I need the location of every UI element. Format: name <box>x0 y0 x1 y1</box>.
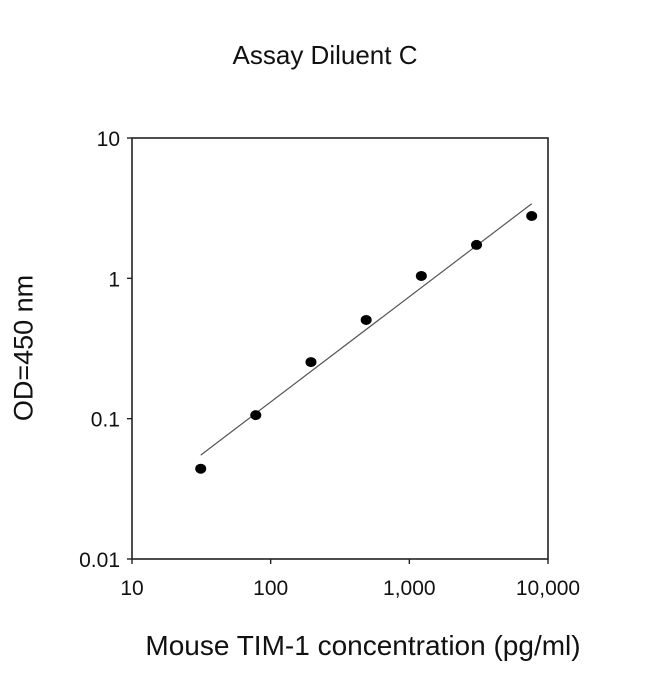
x-tick-label: 100 <box>253 577 288 600</box>
data-point <box>415 270 427 281</box>
y-axis-label: OD=450 nm <box>8 274 39 422</box>
data-point <box>305 357 317 368</box>
data-point <box>250 410 262 421</box>
fit-line <box>200 203 533 456</box>
x-tick-label: 10,000 <box>516 577 580 600</box>
data-point <box>471 239 483 250</box>
data-points <box>195 211 538 474</box>
y-tick-label: 10 <box>97 128 120 151</box>
data-point <box>360 314 372 325</box>
x-tick-label: 10 <box>120 577 143 600</box>
y-tick-label: 0.01 <box>79 549 120 572</box>
x-axis-label: Mouse TIM-1 concentration (pg/ml) <box>145 630 581 661</box>
data-point <box>195 463 207 474</box>
x-tick-label: 1,000 <box>383 577 436 600</box>
y-tick-label: 0.1 <box>91 409 120 432</box>
axes: 10 100 1,000 10,000 0.01 0.1 1 10 <box>79 128 580 600</box>
regression-line <box>200 203 533 456</box>
plot-frame <box>131 137 549 560</box>
y-tick-label: 1 <box>108 268 120 291</box>
data-point <box>526 211 538 222</box>
chart-title: Assay Diluent C <box>232 40 418 70</box>
